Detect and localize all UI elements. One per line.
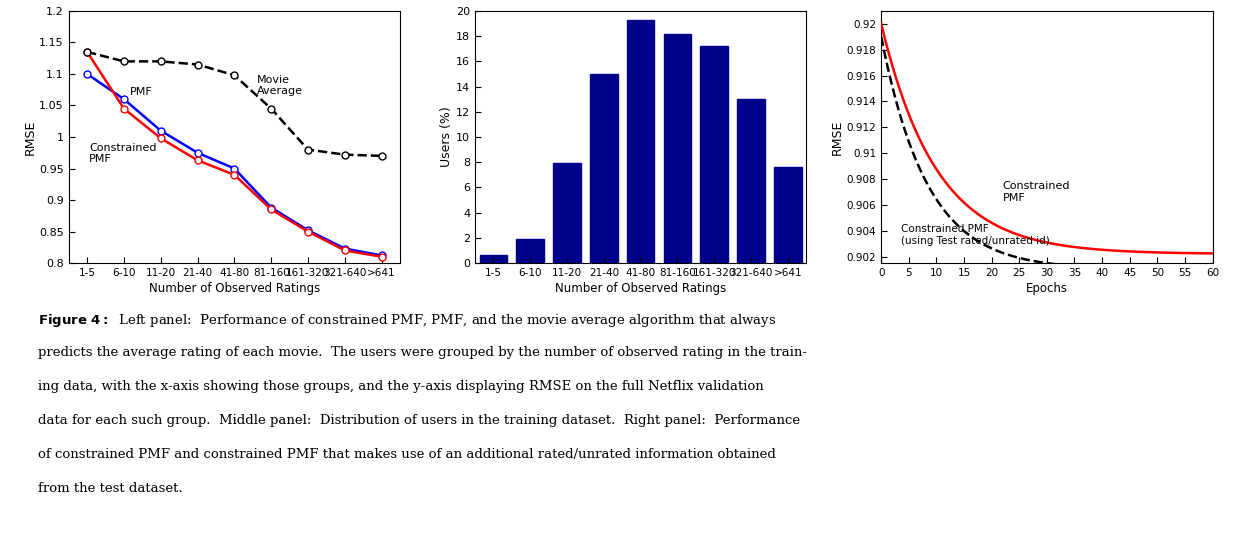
Y-axis label: Users (%): Users (%) xyxy=(440,107,454,167)
Text: $\bf{Figure\ 4:}$  Left panel:  Performance of constrained PMF, PMF, and the mov: $\bf{Figure\ 4:}$ Left panel: Performanc… xyxy=(38,312,776,329)
X-axis label: Number of Observed Ratings: Number of Observed Ratings xyxy=(149,282,320,295)
Bar xyxy=(700,46,728,263)
Text: from the test dataset.: from the test dataset. xyxy=(38,482,182,495)
X-axis label: Epochs: Epochs xyxy=(1026,282,1068,295)
Y-axis label: RMSE: RMSE xyxy=(831,119,844,155)
Text: predicts the average rating of each movie.  The users were grouped by the number: predicts the average rating of each movi… xyxy=(38,346,806,359)
Text: PMF: PMF xyxy=(130,87,152,97)
Bar xyxy=(664,33,691,263)
Text: data for each such group.  Middle panel:  Distribution of users in the training : data for each such group. Middle panel: … xyxy=(38,414,800,427)
Bar xyxy=(774,167,801,263)
X-axis label: Number of Observed Ratings: Number of Observed Ratings xyxy=(555,282,726,295)
Bar xyxy=(590,74,618,263)
Y-axis label: RMSE: RMSE xyxy=(24,119,36,155)
Text: of constrained PMF and constrained PMF that makes use of an additional rated/unr: of constrained PMF and constrained PMF t… xyxy=(38,448,775,461)
Text: Constrained PMF
(using Test rated/unrated id): Constrained PMF (using Test rated/unrate… xyxy=(900,224,1049,246)
Bar xyxy=(554,163,581,263)
Bar xyxy=(738,99,765,263)
Bar xyxy=(480,255,508,263)
Text: Constrained
PMF: Constrained PMF xyxy=(1003,181,1070,203)
Bar xyxy=(516,239,544,263)
Text: Constrained
PMF: Constrained PMF xyxy=(89,142,156,164)
Bar xyxy=(626,20,655,263)
Text: ing data, with the x-axis showing those groups, and the y-axis displaying RMSE o: ing data, with the x-axis showing those … xyxy=(38,380,764,393)
Text: Movie
Average: Movie Average xyxy=(256,75,302,96)
